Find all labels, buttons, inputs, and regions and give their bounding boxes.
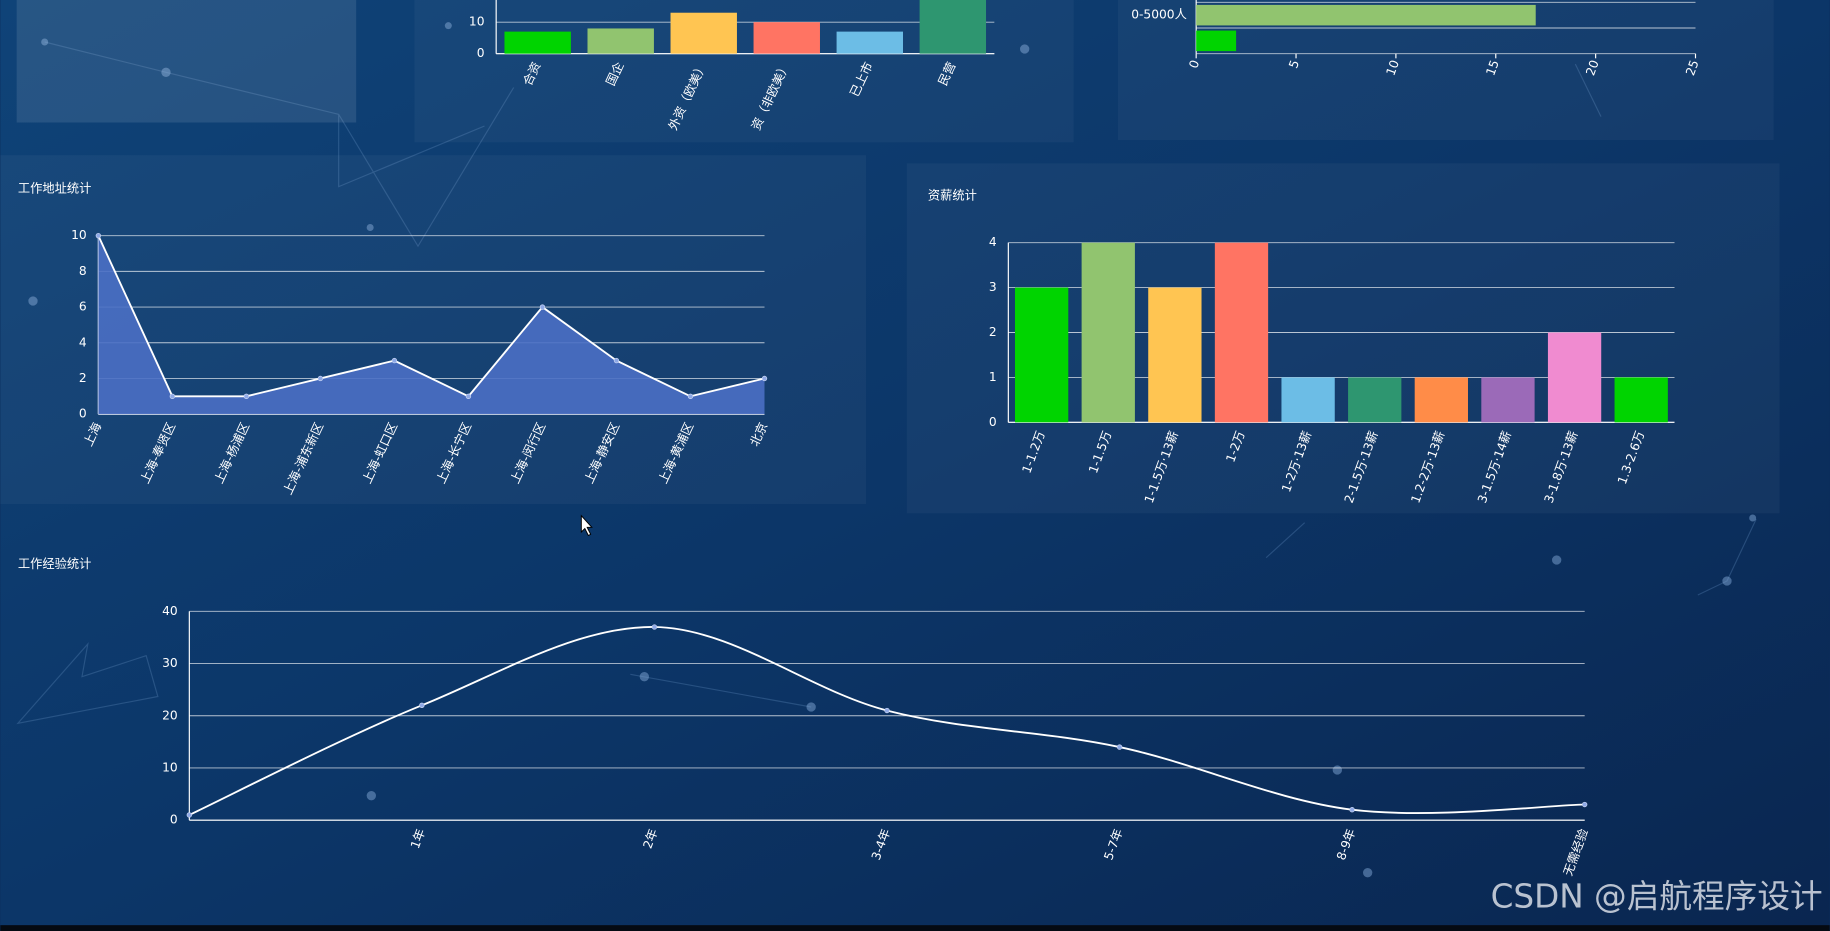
x-tick-label: 10 (1384, 58, 1402, 77)
y-tick-label: 30 (162, 656, 178, 670)
bar (1481, 377, 1535, 423)
x-tick-label: 20 (1583, 58, 1601, 77)
line (97, 235, 765, 398)
chart-title: 资薪统计 (928, 189, 977, 203)
point (465, 393, 472, 400)
point (687, 393, 694, 400)
chart-title: 工作经验统计 (18, 556, 92, 571)
point (1349, 807, 1355, 813)
point (1116, 744, 1123, 750)
point (539, 304, 546, 310)
bar (836, 31, 904, 54)
y-tick-label: 0 (79, 407, 87, 421)
bar (1081, 242, 1135, 423)
area (98, 235, 765, 415)
bar (1414, 377, 1468, 423)
y-tick-label: 2 (79, 371, 87, 385)
point (1581, 801, 1588, 808)
y-tick-label: 4 (79, 335, 87, 349)
watermark: CSDN @启航程序设计 (1491, 877, 1823, 915)
y-tick-label: 6 (79, 300, 87, 314)
bar (1614, 377, 1668, 423)
y-tick-label: 1 (989, 370, 997, 384)
point (761, 375, 768, 382)
point (651, 624, 658, 630)
y-tick-label: 20 (162, 708, 178, 722)
bar (753, 22, 820, 54)
x-tick-label: 1年 (408, 827, 428, 851)
bar (1196, 4, 1536, 26)
bottom-bar (0, 925, 1830, 931)
x-tick-label: 25 (1683, 58, 1701, 77)
point (419, 702, 425, 708)
bar (504, 31, 571, 54)
y-tick-label: 40 (162, 604, 178, 618)
panel (16, 0, 357, 123)
panel (0, 155, 867, 504)
point (884, 707, 890, 714)
point (243, 393, 250, 400)
mouse-cursor (580, 514, 593, 537)
bar (1214, 242, 1269, 423)
point (391, 357, 398, 364)
point (613, 357, 620, 364)
x-tick-label: 2年 (641, 827, 661, 851)
chart-title: 工作地址统计 (18, 182, 92, 196)
y-tick-label: 3 (989, 280, 997, 294)
y-tick-label: 0-5000人 (1131, 8, 1187, 22)
point (186, 812, 193, 818)
network-decoration (16, 41, 1757, 725)
y-tick-label: 10 (71, 228, 87, 242)
y-tick-label: 8 (79, 264, 87, 278)
bar (919, 0, 987, 54)
y-tick-label: 10 (469, 15, 485, 29)
bar (1281, 377, 1335, 423)
bar (1014, 287, 1069, 423)
y-tick-label: 10 (162, 760, 178, 774)
point (169, 393, 176, 400)
x-tick-label: 15 (1483, 58, 1501, 77)
bar (587, 28, 654, 54)
y-tick-label: 2 (989, 325, 997, 339)
point (317, 375, 324, 382)
bar (1196, 30, 1237, 52)
bar (1547, 332, 1602, 423)
y-tick-label: 4 (989, 235, 997, 249)
bar (670, 12, 737, 54)
bar (1148, 287, 1202, 423)
y-tick-label: 0 (170, 813, 178, 827)
bar (1348, 377, 1402, 423)
point (95, 232, 102, 239)
y-tick-label: 0 (477, 46, 485, 60)
y-tick-label: 0 (989, 415, 997, 429)
network-dots (28, 22, 1757, 878)
